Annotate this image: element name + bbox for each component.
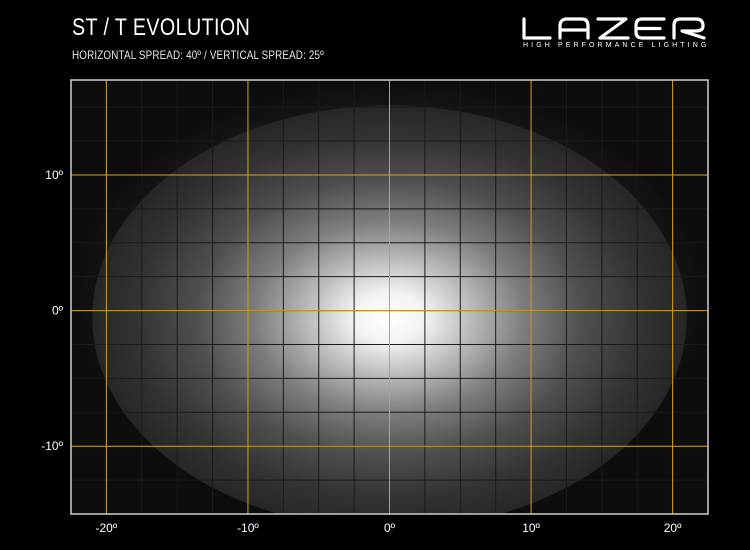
x-tick-label: -20º <box>96 521 118 535</box>
chart-title: ST / T EVOLUTION <box>72 14 251 41</box>
x-tick-label: 0º <box>384 521 396 535</box>
y-tick-label: 0º <box>52 304 64 318</box>
plot-frame <box>70 79 709 515</box>
lazer-logo-icon <box>522 17 706 40</box>
y-tick-label: -10º <box>41 439 63 453</box>
x-tick-label: 20º <box>664 521 682 535</box>
x-tick-label: -10º <box>237 521 259 535</box>
x-tick-label: 10º <box>522 521 540 535</box>
y-tick-label: 10º <box>45 168 63 182</box>
brand-logo <box>520 16 710 56</box>
chart-subtitle: HORIZONTAL SPREAD: 40º / VERTICAL SPREAD… <box>72 48 324 62</box>
logo-tagline: HIGH PERFORMANCE LIGHTING <box>523 42 710 49</box>
